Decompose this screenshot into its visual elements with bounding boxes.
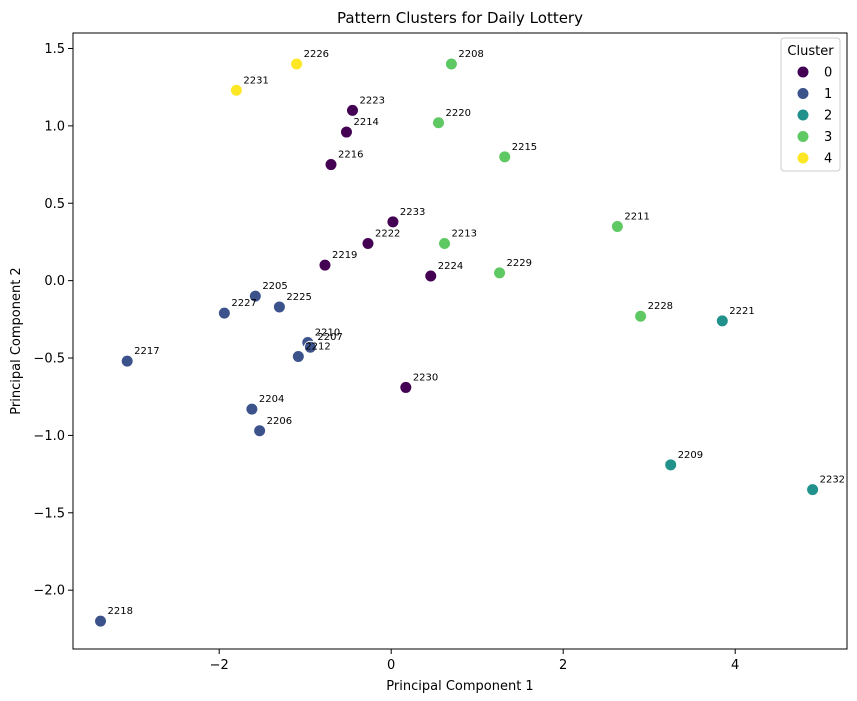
y-axis-title: Principal Component 2: [9, 267, 24, 414]
data-point-2215: [498, 150, 512, 164]
y-tick-label: 1.5: [44, 42, 65, 57]
point-label-2225: 2225: [286, 292, 311, 303]
data-point-2227: [217, 306, 231, 320]
point-label-2230: 2230: [413, 372, 438, 383]
point-label-2217: 2217: [134, 346, 159, 357]
point-label-2228: 2228: [648, 301, 673, 312]
data-point-2208: [444, 57, 458, 71]
point-label-2220: 2220: [446, 108, 471, 119]
point-label-2205: 2205: [262, 281, 287, 292]
point-label-2216: 2216: [338, 150, 363, 161]
legend-marker-4: [796, 151, 810, 165]
data-point-2212: [291, 349, 305, 363]
legend-marker-2: [796, 108, 810, 122]
data-point-2218: [94, 614, 108, 628]
y-tick-label: 0.5: [44, 197, 65, 212]
y-tick-label: 0.0: [44, 274, 65, 289]
point-label-2210: 2210: [315, 328, 340, 339]
data-point-2216: [324, 158, 338, 172]
chart-title: Pattern Clusters for Daily Lottery: [337, 9, 583, 27]
point-label-2219: 2219: [332, 250, 357, 261]
point-label-2209: 2209: [678, 450, 703, 461]
legend-title: Cluster: [787, 44, 834, 59]
x-axis-title: Principal Component 1: [386, 679, 533, 694]
legend-label-3: 3: [824, 130, 832, 145]
point-label-2207: 2207: [317, 332, 342, 343]
y-tick-label: −1.0: [33, 429, 65, 444]
data-point-2233: [386, 215, 400, 229]
data-point-2206: [253, 424, 267, 438]
legend-label-1: 1: [824, 87, 832, 102]
x-tick-label: −2: [210, 658, 229, 673]
point-label-2212: 2212: [305, 341, 330, 352]
data-point-2230: [399, 380, 413, 394]
y-tick-label: −0.5: [33, 352, 65, 367]
point-label-2213: 2213: [452, 228, 477, 239]
data-point-2225: [272, 300, 286, 314]
legend: Cluster 0 1 2 3 4: [780, 37, 841, 172]
data-point-2231: [229, 83, 243, 97]
legend-marker-0: [796, 65, 810, 79]
point-label-2233: 2233: [400, 207, 425, 218]
plot-frame: [72, 32, 848, 650]
data-point-2213: [438, 236, 452, 250]
point-label-2223: 2223: [360, 95, 385, 106]
data-point-2224: [424, 269, 438, 283]
data-point-2207: [303, 340, 317, 354]
data-point-2229: [493, 266, 507, 280]
legend-box: [780, 37, 841, 172]
legend-label-2: 2: [824, 109, 832, 124]
x-tick-label: 2: [559, 658, 567, 673]
y-tick-label: −1.5: [33, 506, 65, 521]
data-point-2223: [346, 103, 359, 117]
data-point-2220: [432, 116, 445, 130]
data-point-2221: [715, 314, 729, 328]
point-label-2206: 2206: [267, 416, 292, 427]
data-point-2232: [806, 483, 820, 497]
point-label-2221: 2221: [729, 306, 754, 317]
point-label-2231: 2231: [243, 75, 268, 86]
data-point-2226: [290, 57, 304, 71]
data-point-2209: [664, 458, 678, 472]
y-axis-ticks: −2.0 −1.5 −1.0 −0.5 0.0 0.5 1.0 1.5: [33, 42, 73, 599]
point-label-2222: 2222: [375, 228, 400, 239]
point-label-2229: 2229: [507, 258, 532, 269]
x-tick-label: 4: [731, 658, 739, 673]
point-label-2232: 2232: [820, 475, 845, 486]
point-label-2215: 2215: [512, 142, 537, 153]
point-label-2227: 2227: [231, 298, 256, 309]
data-point-2217: [120, 354, 134, 368]
data-points: [94, 57, 820, 628]
x-axis-ticks: −2 0 2 4: [210, 649, 739, 673]
data-point-2204: [245, 402, 259, 416]
legend-marker-3: [796, 130, 810, 143]
legend-label-4: 4: [824, 152, 832, 167]
data-point-2219: [318, 258, 332, 272]
data-point-2214: [339, 125, 353, 139]
legend-label-0: 0: [824, 66, 832, 81]
point-label-2214: 2214: [353, 117, 378, 128]
data-point-2205: [248, 289, 262, 303]
data-point-2228: [634, 309, 648, 323]
point-labels: 2226223122082220221522112213222922282223…: [108, 49, 846, 617]
legend-marker-1: [796, 87, 810, 100]
point-label-2204: 2204: [259, 394, 284, 405]
data-point-2222: [361, 236, 375, 250]
point-label-2226: 2226: [304, 49, 329, 60]
point-label-2218: 2218: [108, 606, 133, 617]
point-label-2224: 2224: [438, 261, 463, 272]
data-point-2211: [610, 219, 624, 233]
y-tick-label: −2.0: [33, 584, 65, 599]
x-tick-label: 0: [387, 658, 395, 673]
y-tick-label: 1.0: [44, 119, 65, 134]
point-label-2211: 2211: [624, 211, 649, 222]
point-label-2208: 2208: [458, 49, 483, 60]
plot-area: [72, 32, 848, 650]
